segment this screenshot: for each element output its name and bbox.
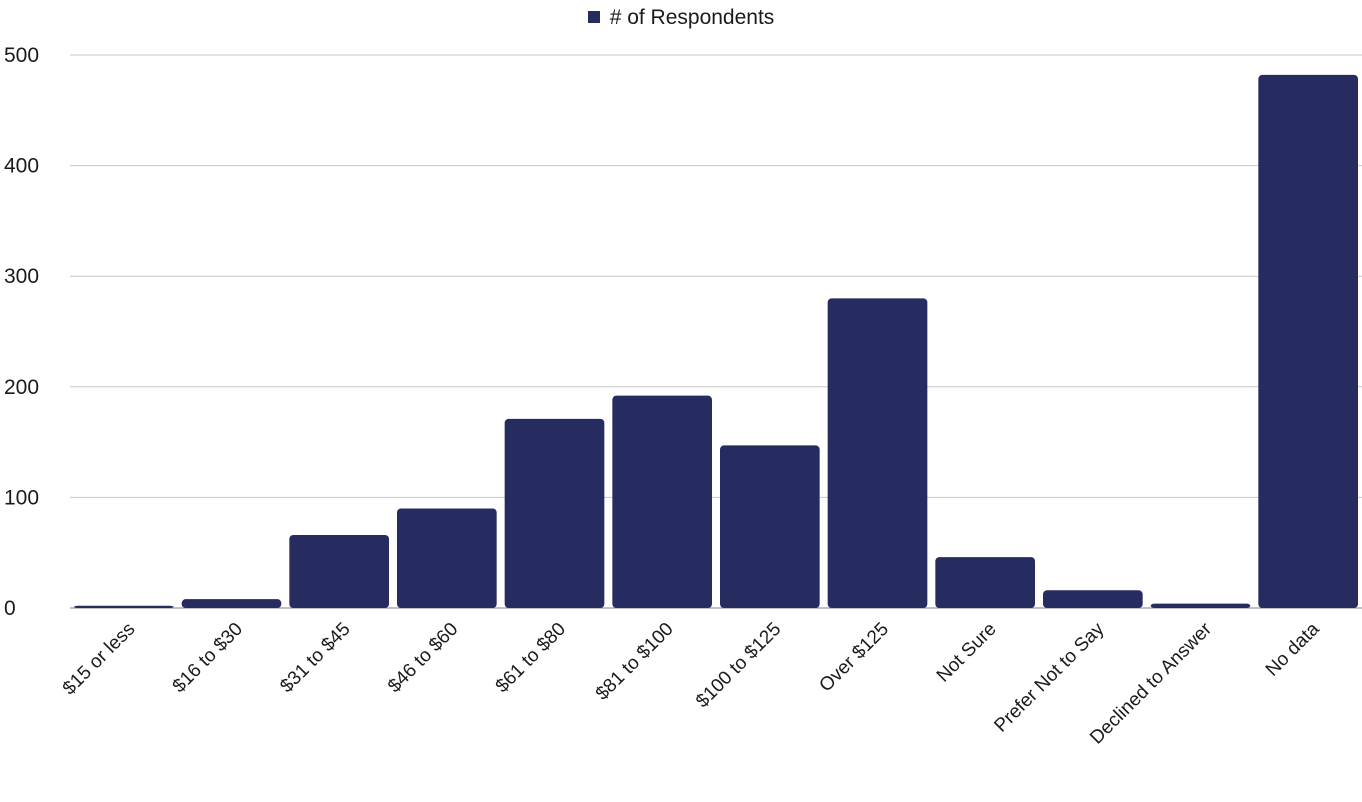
y-axis-ticks: 0 100 200 300 400 500 [4,44,39,620]
bar [720,445,820,608]
x-tick-label: Not Sure [933,619,1001,687]
gridlines [70,54,1362,609]
x-tick-label: $16 to $30 [169,619,247,697]
chart-legend: # of Respondents [0,6,1362,30]
y-tick-label: 200 [4,376,39,399]
bar [827,298,928,608]
bar [1258,74,1358,608]
y-tick-label: 100 [4,486,39,509]
bar [612,395,712,608]
bar [397,508,497,608]
bar [74,605,174,608]
legend-label: # of Respondents [609,6,775,29]
x-tick-label: Declined to Answer [1086,618,1216,748]
x-tick-label: $100 to $125 [692,619,785,712]
y-tick-label: 500 [4,44,39,67]
bar [181,599,282,608]
y-tick-label: 300 [4,265,39,288]
bar [1150,603,1251,608]
bar [1043,590,1143,608]
bar [289,535,389,608]
legend-swatch [587,11,600,23]
x-tick-label: $46 to $60 [384,619,462,697]
x-tick-label: Prefer Not to Say [990,618,1108,736]
x-tick-label: Over $125 [815,619,893,697]
x-axis-labels: $15 or less $16 to $30 $31 to $45 $46 to $6… [59,618,1324,748]
x-tick-label: $31 to $45 [276,619,354,697]
y-tick-label: 400 [4,155,39,178]
x-tick-label: $15 or less [59,619,140,700]
bars [74,74,1358,608]
y-tick-label: 0 [4,597,16,620]
x-tick-label: $61 to $80 [492,619,570,697]
bar [504,418,605,608]
bar [935,557,1035,608]
x-tick-label: $81 to $100 [592,619,678,705]
x-tick-label: No data [1262,618,1324,680]
